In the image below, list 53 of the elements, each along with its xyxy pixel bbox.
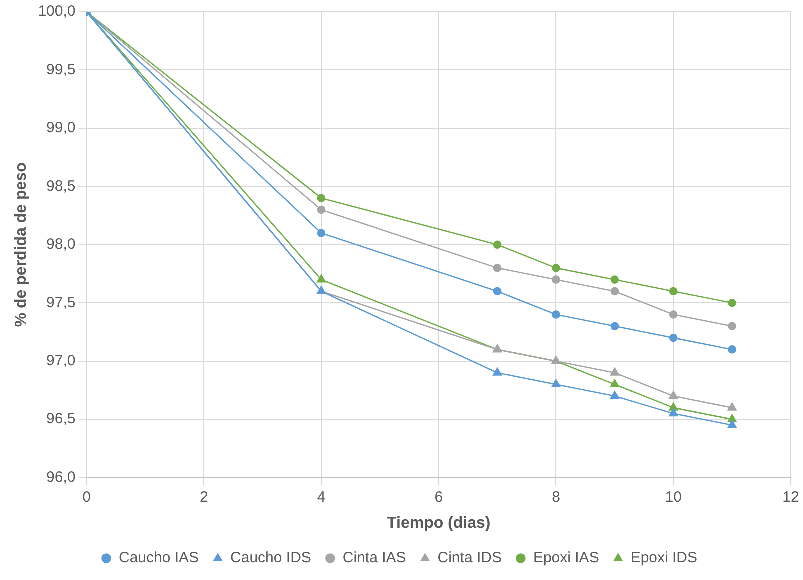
point: [669, 287, 678, 296]
point: [317, 194, 326, 202]
point: [493, 264, 502, 272]
legend-label: Epoxi IAS: [533, 550, 600, 567]
x-axis-title: Tiempo (dias): [387, 514, 491, 532]
point: [610, 379, 620, 388]
x-tick-label: 8: [552, 488, 560, 506]
legend-label: Caucho IAS: [118, 550, 200, 567]
point: [610, 368, 620, 376]
point: [493, 240, 502, 250]
y-tick-label: 99,0: [46, 120, 76, 137]
y-tick-label: 97,5: [46, 294, 76, 312]
point: [552, 379, 561, 388]
x-tick-label: 4: [317, 488, 326, 506]
point: [669, 391, 678, 400]
legend-label: Cinta IDS: [438, 550, 502, 567]
legend-label: Epoxi IDS: [630, 550, 698, 567]
y-tick-label: 99,5: [46, 61, 76, 78]
point: [317, 229, 326, 238]
point: [669, 334, 678, 342]
point: [552, 264, 560, 272]
point: [552, 276, 560, 284]
point: [493, 368, 502, 376]
point: [317, 206, 326, 214]
point: [552, 310, 560, 319]
x-tick-label: 6: [434, 488, 444, 506]
point: [669, 408, 678, 417]
x-tick-label: 2: [200, 488, 208, 506]
point: [669, 310, 678, 319]
y-tick-label: 96,5: [46, 410, 76, 428]
x-tick-label: 10: [665, 488, 682, 506]
point: [610, 322, 620, 331]
y-tick-label: 96,0: [46, 468, 76, 486]
point: [610, 287, 620, 296]
x-tick-label: 0: [82, 488, 91, 506]
point: [316, 274, 326, 283]
point: [493, 287, 502, 296]
x-tick-label: 12: [782, 488, 800, 506]
point: [610, 391, 620, 400]
point: [669, 402, 678, 411]
y-tick-label: 100,0: [38, 3, 76, 20]
y-tick-label: 98,5: [46, 178, 76, 195]
legend-label: Caucho IDS: [230, 550, 312, 567]
legend-label: Cinta IAS: [342, 550, 406, 567]
y-axis-title: % de perdida de peso: [13, 162, 30, 328]
point: [728, 402, 737, 411]
y-tick-label: 98,0: [46, 236, 76, 254]
point: [610, 276, 620, 284]
point: [728, 346, 736, 354]
point: [728, 298, 736, 308]
point: [728, 420, 737, 428]
y-tick-label: 97,0: [46, 352, 76, 370]
point: [728, 322, 736, 331]
